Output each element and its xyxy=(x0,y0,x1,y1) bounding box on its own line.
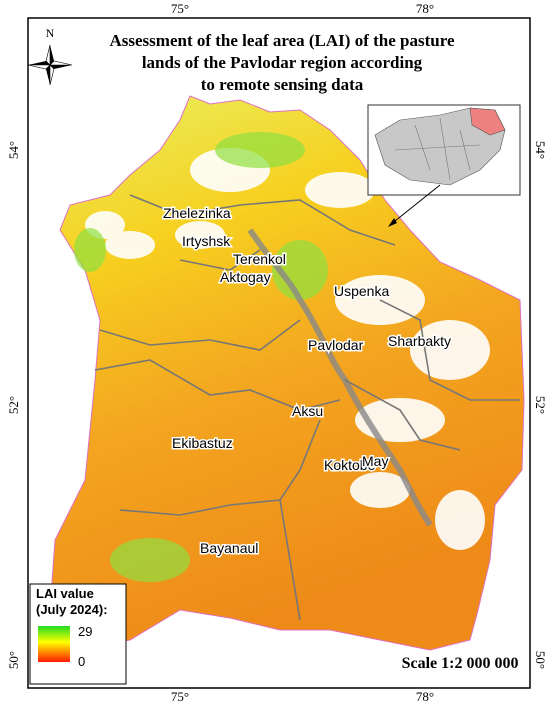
title: Assessment of the leaf area (LAI) of the… xyxy=(110,31,455,94)
inset-arrow-head xyxy=(388,218,397,227)
legend-title: (July 2024): xyxy=(36,602,108,617)
compass-north: N xyxy=(46,26,55,40)
longitude-label: 78° xyxy=(416,1,434,16)
longitude-label: 75° xyxy=(171,689,189,704)
district-label: Ekibastuz xyxy=(172,435,233,451)
legend-title: LAI value xyxy=(36,586,94,601)
scale: Scale 1:2 000 000 xyxy=(402,655,519,672)
district-label: Aktogay xyxy=(220,269,271,285)
latitude-label: 52° xyxy=(533,396,548,414)
legend: LAI value (July 2024): 29 0 xyxy=(29,583,127,685)
district-label: Koktobe xyxy=(324,457,376,473)
legend-ramp xyxy=(38,626,70,662)
inset-arrow xyxy=(389,184,441,226)
irtysh-river xyxy=(247,228,433,527)
green-patches xyxy=(74,132,328,582)
district-label: Uspenka xyxy=(334,283,389,299)
inset-map xyxy=(367,104,521,196)
latitude-label: 54° xyxy=(6,141,21,159)
title-line: Assessment of the leaf area (LAI) of the… xyxy=(110,31,455,50)
latitude-label: 52° xyxy=(6,396,21,414)
district-label: Sharbakty xyxy=(388,333,451,349)
title-line: lands of the Pavlodar region according xyxy=(142,53,423,72)
district-label: Aksu xyxy=(292,403,323,419)
latitude-label: 50° xyxy=(6,651,21,669)
district-boundaries xyxy=(94,194,520,621)
longitude-label: 78° xyxy=(416,689,434,704)
district-label: Irtyshsk xyxy=(182,233,231,249)
compass: N xyxy=(27,26,73,86)
latitude-label: 54° xyxy=(533,141,548,159)
district-label: Zhelezinka xyxy=(163,205,231,221)
no-data-patches xyxy=(85,148,490,550)
legend-min: 0 xyxy=(78,654,85,669)
district-label: Bayanaul xyxy=(200,540,258,556)
district-label: Terenkol xyxy=(233,251,286,267)
district-label: May xyxy=(362,453,388,469)
legend-max: 29 xyxy=(78,624,92,639)
title-line: to remote sensing data xyxy=(201,75,364,94)
longitude-label: 75° xyxy=(171,1,189,16)
district-label: Pavlodar xyxy=(308,337,364,353)
latitude-label: 50° xyxy=(533,651,548,669)
